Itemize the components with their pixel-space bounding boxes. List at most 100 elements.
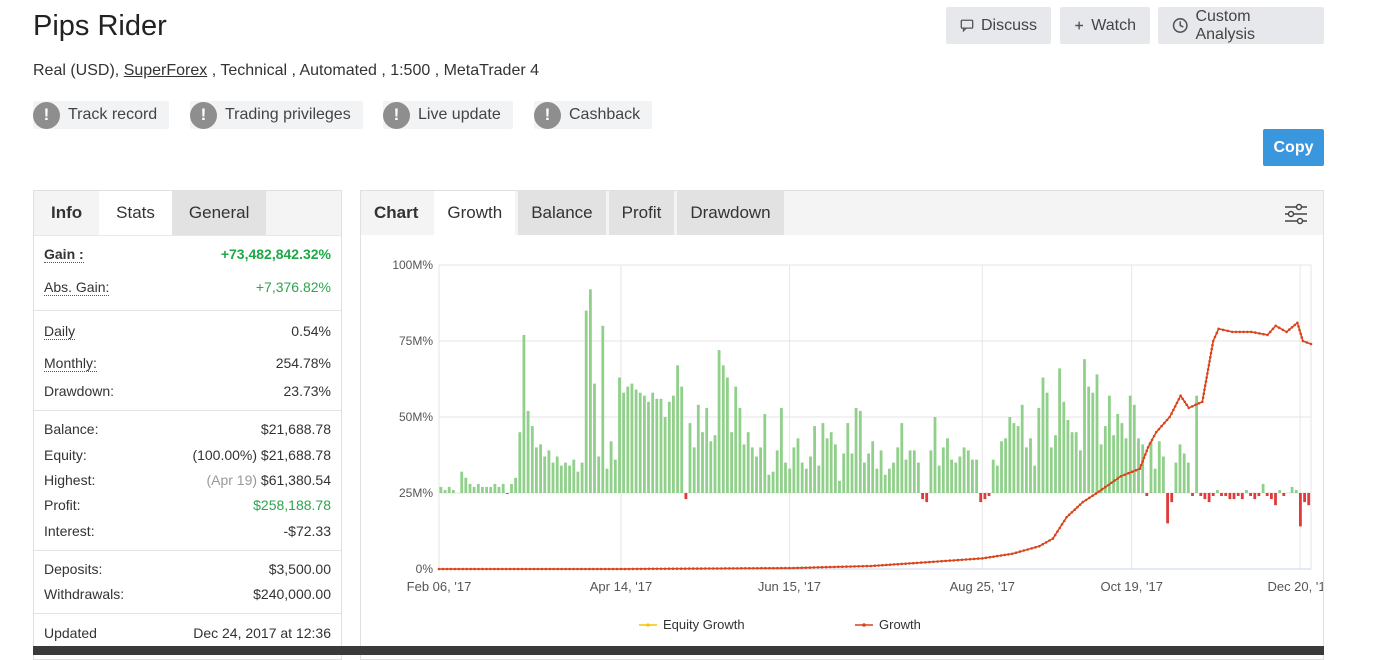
profit-bar: [1124, 438, 1128, 493]
growth-point: [1044, 541, 1048, 544]
exclamation-icon: !: [33, 101, 60, 129]
stat-label[interactable]: Daily: [44, 322, 76, 340]
growth-point: [992, 555, 995, 558]
profit-bar: [863, 462, 866, 493]
profit-bar: [838, 480, 841, 493]
stat-balance: Balance: $21,688.78: [44, 418, 331, 440]
profit-bar: [584, 310, 588, 493]
tab-general[interactable]: General: [171, 191, 267, 235]
y-tick-label: 50M%: [399, 410, 433, 424]
stat-label: Drawdown:: [44, 383, 115, 399]
growth-point: [853, 565, 856, 568]
growth-point: [1157, 427, 1161, 431]
stat-value: $21,688.78: [260, 447, 331, 463]
growth-point: [892, 563, 896, 566]
copy-button[interactable]: Copy: [1263, 129, 1324, 166]
growth-point: [703, 567, 707, 570]
watch-button[interactable]: Watch: [1060, 7, 1150, 44]
profit-bar: [771, 471, 775, 493]
growth-point: [1168, 415, 1171, 419]
profit-bar: [879, 450, 883, 493]
growth-point: [437, 567, 441, 571]
growth-point: [948, 559, 951, 562]
stat-label[interactable]: Monthly:: [44, 354, 97, 372]
profit-bar: [1132, 404, 1136, 493]
profit-bar: [547, 450, 551, 493]
growth-point: [964, 558, 968, 561]
badge-cashback[interactable]: ! Cashback: [534, 101, 653, 129]
profit-bar: [966, 450, 970, 493]
growth-point: [1309, 342, 1313, 346]
stat-deposits: Deposits: $3,500.00: [44, 558, 331, 580]
growth-point: [1246, 330, 1249, 334]
growth-point: [936, 560, 939, 563]
growth-point: [560, 567, 563, 571]
profit-bar: [667, 401, 671, 493]
profit-bar: [1236, 493, 1240, 496]
growth-point: [1152, 434, 1156, 438]
profit-bar: [1083, 359, 1086, 493]
tab-balance[interactable]: Balance: [518, 191, 606, 235]
growth-point: [603, 567, 607, 571]
tab-growth[interactable]: Growth: [434, 191, 516, 235]
stat-label[interactable]: Gain :: [44, 245, 84, 263]
growth-point: [485, 567, 488, 571]
tab-stats[interactable]: Stats: [99, 191, 172, 235]
stat-value: $258,188.78: [253, 497, 331, 513]
growth-point: [784, 566, 787, 570]
growth-point: [768, 566, 771, 570]
profit-bar: [497, 486, 501, 493]
badge-live-update[interactable]: ! Live update: [383, 101, 513, 129]
sliders-icon[interactable]: [1283, 201, 1309, 227]
clock-icon: [1172, 18, 1188, 33]
profit-bar: [1120, 423, 1124, 493]
growth-point: [695, 567, 699, 570]
profit-bar: [589, 289, 592, 493]
growth-point: [1211, 339, 1215, 343]
profit-bar: [742, 444, 746, 493]
growth-point: [837, 565, 840, 569]
growth-point: [960, 558, 964, 562]
stat-value: $240,000.00: [253, 586, 331, 602]
discuss-button[interactable]: Discuss: [946, 7, 1051, 44]
x-tick-label: Feb 06, '17: [407, 579, 472, 594]
growth-point: [919, 561, 923, 564]
profit-bar: [784, 462, 787, 493]
growth-point: [631, 567, 635, 571]
profit-bar: [559, 465, 563, 493]
growth-point: [1208, 360, 1211, 363]
stat-label[interactable]: Abs. Gain:: [44, 278, 110, 296]
tab-info[interactable]: Info: [51, 203, 83, 222]
profit-bar: [925, 493, 929, 503]
profit-bar: [501, 483, 505, 493]
broker-link[interactable]: SuperForex: [123, 62, 208, 79]
growth-point: [1063, 519, 1066, 523]
growth-point: [1185, 403, 1188, 407]
profit-bar: [730, 432, 733, 493]
growth-point: [1296, 321, 1299, 325]
growth-point: [1217, 327, 1220, 331]
custom-analysis-button[interactable]: Custom Analysis: [1158, 7, 1324, 44]
profit-bar: [1245, 490, 1248, 493]
profit-bar: [1145, 493, 1149, 496]
growth-point: [1201, 396, 1205, 399]
growth-point: [1119, 475, 1123, 478]
profit-bar: [1178, 444, 1182, 493]
tab-drawdown[interactable]: Drawdown: [677, 191, 784, 235]
stat-equity: Equity: (100.00%) $21,688.78: [44, 444, 331, 466]
badge-track-record[interactable]: ! Track record: [33, 101, 170, 129]
profit-bar: [493, 483, 497, 493]
growth-point: [1204, 380, 1208, 383]
growth-point: [1181, 397, 1184, 401]
profit-bar: [921, 493, 924, 500]
exclamation-icon: !: [534, 101, 561, 129]
badge-trading-privileges[interactable]: ! Trading privileges: [190, 101, 363, 129]
growth-point: [687, 567, 691, 570]
growth-point: [568, 567, 571, 571]
growth-point: [580, 567, 583, 571]
stat-label: Withdrawals:: [44, 586, 125, 602]
tab-profit[interactable]: Profit: [608, 191, 675, 235]
growth-point: [663, 567, 667, 571]
growth-point: [1301, 339, 1305, 343]
growth-point: [711, 567, 715, 570]
